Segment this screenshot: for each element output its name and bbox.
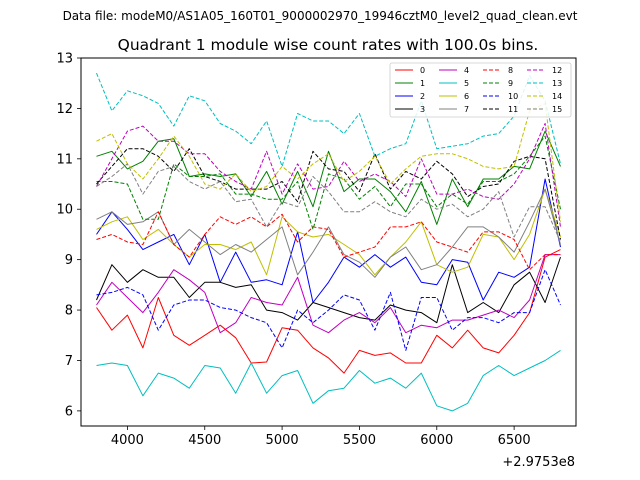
legend-label-11: 11 [508,105,518,114]
legend-label-3: 3 [420,105,425,114]
chart-title: Quadrant 1 module wise count rates with … [118,36,539,54]
series-line-0 [96,249,561,374]
x-axis: 4000 4500 5000 5500 6000 6500 [111,426,531,448]
legend-label-7: 7 [464,105,469,114]
x-tick-label: 6500 [498,433,531,448]
y-axis: 6 7 8 9 10 11 12 13 [56,52,81,419]
x-tick-label: 5000 [266,433,299,448]
plot-frame [80,57,577,427]
suptitle: Data file: modeM0/AS1A05_160T01_90000029… [63,9,578,23]
legend-label-14: 14 [552,92,562,101]
y-tick-label: 10 [56,203,73,218]
series-line-2 [96,178,561,303]
series-line-9 [96,135,561,230]
legend-label-12: 12 [552,66,562,75]
legend-label-5: 5 [464,79,469,88]
y-tick-label: 6 [65,404,73,419]
legend-label-8: 8 [508,66,513,75]
x-offset-label: +2.9753e8 [502,455,575,470]
series-line-4 [96,254,561,334]
legend-label-1: 1 [420,79,425,88]
y-tick-label: 9 [65,253,73,268]
series-line-15 [96,163,561,243]
y-tick-label: 12 [56,102,73,117]
legend-label-0: 0 [420,66,425,75]
legend-label-15: 15 [552,105,562,114]
series-line-1 [96,130,561,225]
plot-area [81,58,576,426]
legend-label-2: 2 [420,92,425,101]
series-line-11 [96,148,561,240]
x-tick-label: 4000 [111,433,144,448]
legend-label-13: 13 [552,79,562,88]
legend-label-9: 9 [508,79,513,88]
legend-label-4: 4 [464,66,469,75]
series-line-3 [96,256,561,324]
series-line-5 [96,349,561,412]
y-tick-label: 7 [65,354,73,369]
x-tick-label: 4500 [188,433,221,448]
series-line-12 [96,123,561,227]
legend-label-10: 10 [508,92,518,101]
x-tick-label: 5500 [343,433,376,448]
legend-box [389,62,572,118]
x-tick-label: 6000 [420,433,453,448]
legend-label-6: 6 [464,92,469,101]
y-tick-label: 11 [56,152,73,167]
y-tick-label: 8 [65,304,73,319]
y-tick-label: 13 [56,52,73,67]
series-line-14 [96,102,561,222]
series-line-13 [96,72,561,167]
series-layer [96,72,561,412]
series-line-8 [96,211,561,271]
series-line-10 [96,269,561,351]
